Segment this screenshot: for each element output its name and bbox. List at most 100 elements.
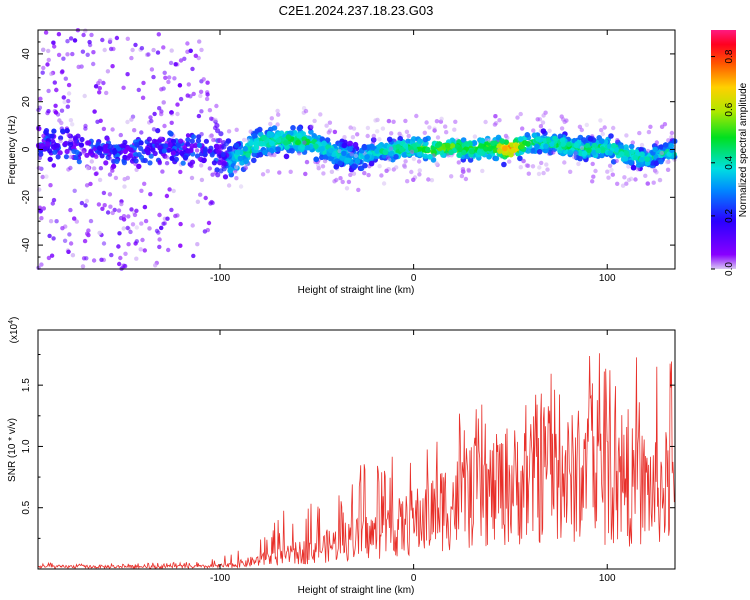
spectrogram-point [159, 87, 164, 92]
spectrogram-point [85, 52, 90, 57]
spectrogram-point [348, 125, 353, 130]
spectrogram-point [59, 108, 65, 113]
spectrogram-point [275, 108, 280, 114]
spectrogram-point [67, 232, 72, 237]
spectrogram-point [269, 116, 274, 121]
spectrogram-point [577, 155, 583, 162]
spectrogram-point [44, 174, 49, 179]
snr-xlabel: Height of straight line (km) [298, 585, 415, 596]
spectrogram-point [385, 155, 391, 160]
spectrogram-point [362, 162, 368, 169]
spectrogram-point [337, 148, 342, 154]
spectrogram-point [633, 177, 638, 182]
spectrogram-point [624, 181, 629, 186]
spectrogram-point [538, 124, 544, 129]
snr-xtick-label: 100 [599, 573, 616, 584]
spectrogram-point [157, 212, 162, 218]
spectrogram-point [659, 124, 665, 129]
spectrogram-point [646, 129, 652, 135]
spectrogram-point [637, 130, 642, 136]
spectrogram-point [497, 118, 502, 123]
spectrogram-point [238, 184, 244, 189]
spectrogram-point [296, 132, 302, 139]
spectrogram-point [561, 117, 566, 122]
spectrogram-point [65, 52, 70, 57]
spectrogram-point [456, 160, 461, 165]
spectrogram-point [40, 174, 45, 180]
snr-ylabel: SNR (10 * v/v) [7, 418, 18, 482]
spectrogram-point [609, 167, 614, 173]
spectrogram-point [610, 143, 617, 149]
spectrogram-point [497, 148, 503, 154]
spectrogram-point [370, 145, 377, 151]
spectrogram-point [128, 229, 133, 235]
spectrogram-point [91, 50, 96, 55]
spectrogram-point [207, 166, 212, 171]
spectrogram-point [89, 32, 94, 38]
spectrogram-point [480, 168, 485, 174]
spectrogram-point [449, 174, 454, 179]
colorbar-tick-label: 0.2 [724, 209, 735, 223]
spectrogram-point [271, 125, 278, 131]
spectrogram-point [226, 183, 232, 188]
spectrogram-point [422, 153, 429, 159]
spectrogram-point [354, 158, 361, 165]
spectrogram-point [573, 142, 580, 148]
snr-xtick-label: 0 [411, 573, 417, 584]
spectrogram-point [66, 249, 71, 254]
spectrogram-point [243, 165, 248, 171]
spectrogram-point [121, 226, 126, 231]
spectrogram-point [193, 53, 198, 58]
spectrogram-point [122, 184, 127, 189]
spectrogram-point [366, 172, 371, 178]
spectrogram-point [605, 169, 610, 174]
spectrogram-point [277, 170, 282, 175]
spectrogram-point [536, 149, 543, 155]
spectrogram-point [148, 115, 153, 120]
spectrogram-point [618, 151, 625, 157]
spectrogram-point [547, 128, 552, 133]
spectrogram-point [167, 142, 173, 148]
spectrogram-ytick-label: -20 [21, 190, 32, 205]
spectrogram-point [100, 206, 105, 211]
spectrogram-point [304, 144, 311, 151]
spectrogram-point [342, 135, 347, 140]
spectrogram-point [147, 226, 152, 231]
spectrogram-point [180, 160, 186, 166]
spectrogram-point [196, 134, 202, 140]
spectrogram-point [377, 164, 382, 169]
spectrogram-point [88, 148, 94, 154]
spectrogram-point [60, 69, 65, 74]
spectrogram-point [43, 30, 49, 35]
spectrogram-point [540, 128, 547, 134]
spectrogram-point [205, 227, 210, 233]
spectrogram-point [152, 111, 157, 117]
spectrogram-point [161, 100, 166, 105]
spectrogram-point [125, 36, 130, 41]
spectrogram-point [427, 125, 432, 130]
spectrogram-point [448, 149, 454, 156]
spectrogram-point [524, 163, 530, 168]
spectrogram-point [304, 159, 310, 165]
spectrogram-point [206, 220, 212, 226]
spectrogram-point [434, 142, 441, 149]
spectrogram-point [434, 161, 439, 166]
spectrogram-point [101, 190, 107, 196]
spectrogram-point [118, 132, 124, 138]
spectrogram-point [476, 149, 483, 155]
spectrogram-point [368, 160, 375, 167]
spectrogram-point [402, 143, 409, 149]
spectrogram-point [39, 262, 44, 267]
spectrogram-point [80, 264, 86, 269]
spectrogram-point [163, 75, 168, 81]
spectrogram-point [139, 221, 144, 226]
spectrogram-point [208, 201, 213, 206]
spectrogram-point [345, 157, 351, 164]
spectrogram-point [92, 166, 97, 171]
spectrogram-point [88, 218, 94, 224]
spectrogram-point [197, 156, 202, 162]
spectrogram-point [107, 39, 113, 44]
spectrogram-point [167, 75, 172, 80]
spectrogram-point [518, 143, 525, 150]
spectrogram-point [266, 151, 272, 157]
